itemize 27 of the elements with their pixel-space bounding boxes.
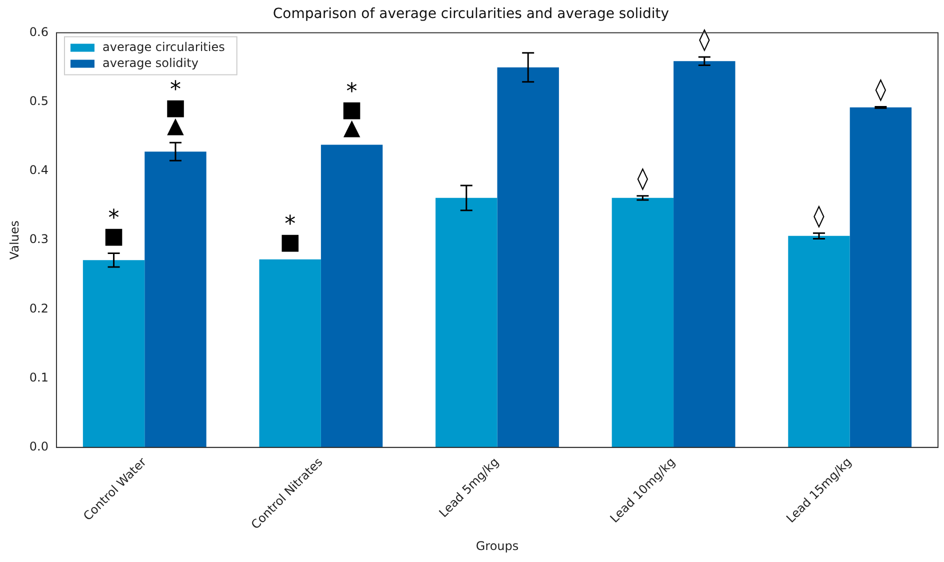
y-tick-label: 0.0 <box>29 439 48 454</box>
annotation: ■ <box>103 224 124 249</box>
annotation: ◊ <box>814 204 825 229</box>
bar <box>320 144 383 448</box>
annotation: ◊ <box>875 77 886 102</box>
bar <box>144 152 206 448</box>
bar <box>850 107 912 448</box>
bar <box>497 67 559 448</box>
y-tick-label: 0.6 <box>29 24 48 39</box>
y-tick-label: 0.4 <box>29 163 48 178</box>
annotation: ◊ <box>698 28 710 53</box>
y-tick-label: 0.1 <box>29 370 48 384</box>
bar <box>788 236 850 448</box>
bar <box>674 61 736 448</box>
bar <box>259 259 321 448</box>
legend-label: average solidity <box>102 56 198 70</box>
y-tick-label: 0.3 <box>29 232 48 246</box>
x-axis-title: Groups <box>476 538 519 553</box>
bar <box>82 260 145 448</box>
bar <box>436 198 498 448</box>
chart-title: Comparison of average circularities and average solidity <box>272 6 670 22</box>
annotation: ◊ <box>637 166 648 192</box>
y-tick-label: 0.5 <box>29 94 48 108</box>
bar <box>612 198 674 448</box>
y-axis-title: Values <box>7 220 22 260</box>
y-tick-label: 0.2 <box>29 301 48 316</box>
legend-label: average circularities <box>102 40 225 54</box>
